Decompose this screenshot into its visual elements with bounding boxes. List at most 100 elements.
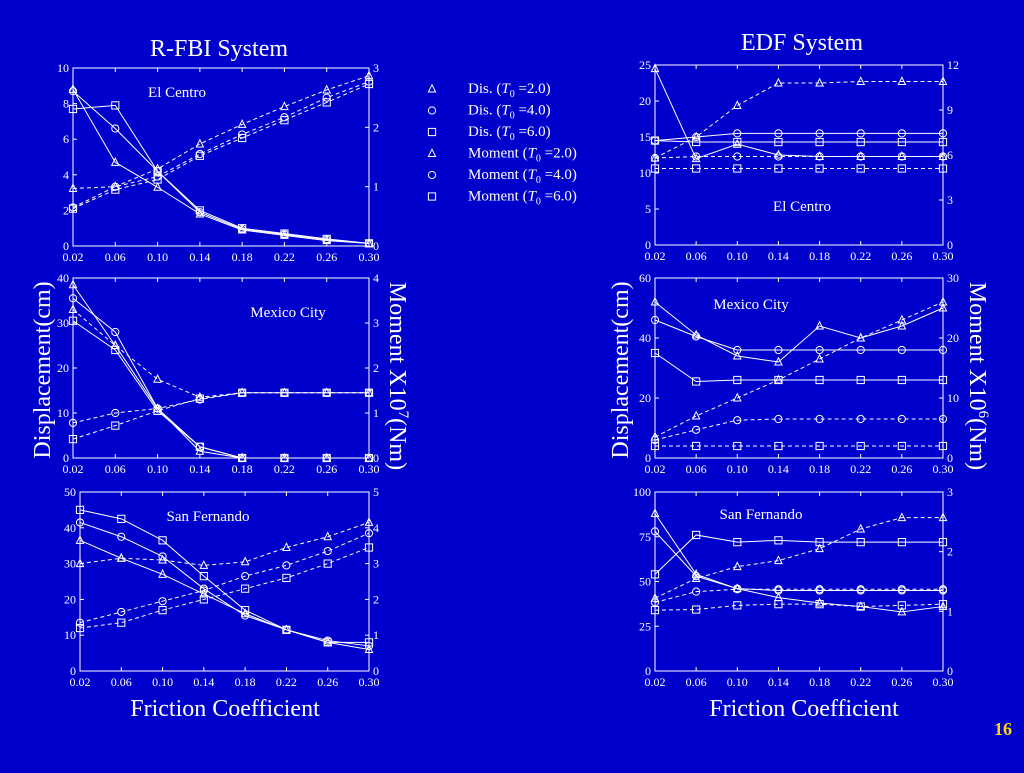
y2-tick-label: 0 — [947, 238, 953, 252]
x-tick-label: 0.22 — [274, 462, 295, 476]
data-point — [153, 181, 162, 191]
data-point — [733, 601, 742, 610]
data-point — [650, 570, 660, 579]
y-tick-label: 50 — [639, 575, 651, 589]
y-tick-label: 10 — [57, 406, 69, 420]
y2-label-exponent: 6 — [975, 411, 991, 419]
data-point — [938, 512, 948, 522]
plot-frame — [654, 64, 944, 246]
data-point — [815, 585, 824, 594]
panel-label: Mexico City — [713, 297, 789, 313]
legend-label: Dis. (T0 =4.0) — [468, 103, 551, 122]
series-circle-moment — [75, 529, 374, 627]
data-point — [650, 136, 660, 145]
series-circle-displacement — [650, 315, 948, 355]
data-point — [815, 345, 824, 355]
series-line — [72, 81, 370, 208]
data-point — [856, 523, 866, 533]
data-point — [897, 164, 906, 173]
data-point — [650, 508, 660, 517]
legend-entry: Moment (T0 =6.0) — [427, 189, 577, 208]
x-axis-label: Friction Coefficient — [130, 696, 320, 722]
data-point — [280, 113, 289, 122]
data-point — [238, 224, 247, 233]
x-tick-label: 0.06 — [686, 462, 707, 476]
data-point — [199, 595, 208, 604]
data-point — [323, 531, 333, 541]
data-point — [75, 558, 85, 568]
data-point — [68, 304, 78, 313]
legend-label: Dis. (T0 =6.0) — [468, 124, 551, 143]
data-point — [897, 441, 906, 451]
panel-label: El Centro — [148, 85, 206, 101]
y2-tick-label: 10 — [947, 391, 959, 405]
data-point — [364, 638, 374, 647]
x-tick-label: 0.18 — [235, 675, 256, 689]
data-point — [158, 569, 167, 578]
data-point — [938, 600, 948, 609]
data-point — [238, 453, 247, 463]
series-line — [72, 104, 370, 244]
y2-tick-label: 0 — [947, 664, 953, 678]
y2-label-unit: (Nm) — [964, 418, 990, 470]
data-point — [774, 374, 783, 384]
data-point — [815, 543, 824, 553]
data-point — [75, 518, 85, 527]
data-point — [241, 584, 250, 593]
data-point — [815, 164, 824, 173]
data-point — [815, 414, 824, 424]
data-point — [897, 606, 907, 616]
x-tick-label: 0.30 — [359, 462, 380, 476]
x-tick-label: 0.06 — [105, 250, 126, 264]
data-point — [938, 375, 948, 385]
data-point — [856, 152, 865, 161]
data-point — [692, 425, 701, 434]
data-point — [323, 559, 332, 568]
data-point — [732, 561, 742, 571]
legend-entry: Moment (T0 =2.0) — [427, 146, 577, 165]
x-tick-label: 0.10 — [152, 675, 173, 689]
y2-tick-label: 2 — [947, 545, 953, 559]
series-circle-displacement — [68, 294, 374, 463]
legend-marker — [427, 170, 437, 180]
data-point — [364, 543, 374, 552]
y2-tick-label: 3 — [947, 193, 953, 207]
y2-tick-label: 0 — [947, 451, 953, 465]
series-square-displacement — [650, 348, 948, 386]
data-point — [199, 586, 208, 595]
y2-tick-label: 1 — [947, 604, 953, 618]
data-point — [856, 375, 865, 385]
series-line — [79, 509, 369, 643]
chart-panel: 0.02 0.06 0.10 0.14 0.18 0.22 0.26 0.3001020304… — [64, 485, 380, 689]
data-point — [322, 93, 331, 102]
data-point — [237, 119, 247, 128]
legend-entry: Dis. (T0 =2.0) — [427, 81, 551, 100]
x-tick-label: 0.30 — [933, 249, 954, 263]
y2-tick-label: 0 — [373, 239, 379, 253]
series-line — [654, 418, 943, 441]
data-point — [650, 606, 660, 615]
data-point — [650, 164, 660, 173]
data-point — [68, 279, 78, 289]
x-tick-label: 0.18 — [232, 462, 253, 476]
data-point — [856, 414, 865, 424]
y-tick-label: 5 — [645, 202, 651, 216]
series-square-moment — [68, 79, 374, 213]
data-point — [856, 345, 865, 355]
y-tick-label: 10 — [64, 628, 76, 642]
x-tick-label: 0.26 — [316, 462, 337, 476]
data-point — [650, 435, 660, 445]
y2-tick-label: 20 — [947, 331, 959, 345]
y2-axis-label: Moment X106(Nm) — [964, 282, 991, 470]
panel-label: San Fernando — [720, 507, 803, 523]
data-point — [282, 625, 291, 634]
series-line — [654, 81, 943, 159]
data-point — [650, 153, 660, 163]
series-circle-displacement — [650, 527, 948, 595]
data-point — [75, 618, 85, 627]
data-point — [68, 87, 78, 96]
x-tick-label: 0.02 — [70, 675, 91, 689]
data-point — [938, 345, 948, 355]
data-point — [68, 104, 78, 114]
data-point — [774, 137, 783, 147]
